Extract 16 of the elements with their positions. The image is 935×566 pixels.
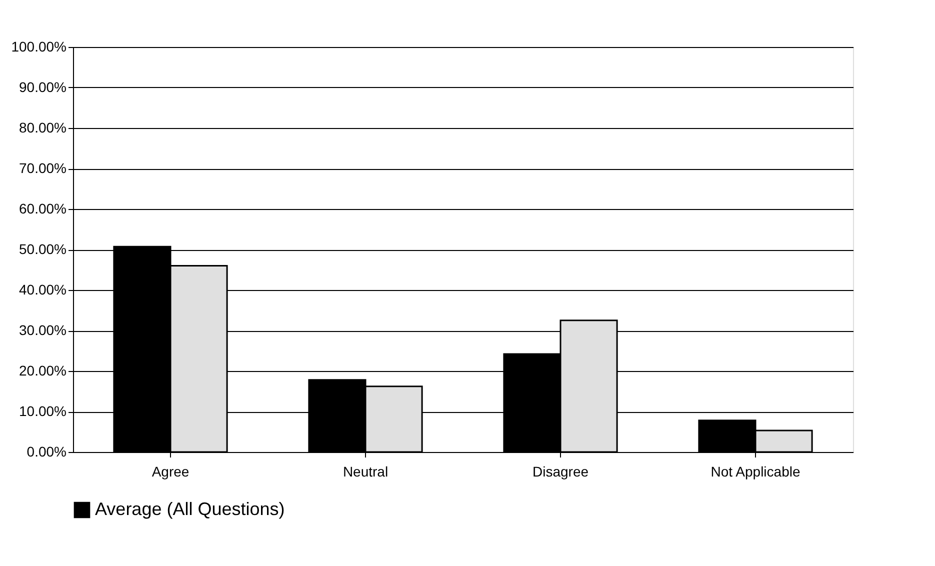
legend-label: Average (All Questions) — [95, 499, 285, 519]
x-tick-label: Agree — [152, 464, 190, 480]
x-tick-label: Neutral — [342, 464, 388, 480]
y-tick-label: 80.00% — [19, 120, 66, 136]
y-tick-label: 40.00% — [19, 282, 66, 298]
y-tick-label: 90.00% — [19, 79, 66, 95]
y-tick-label: 30.00% — [19, 322, 66, 338]
x-tick-label: Disagree — [532, 464, 589, 480]
y-tick-label: 60.00% — [19, 200, 66, 216]
y-tick-label: 0.00% — [26, 444, 66, 460]
y-tick-label: 100.00% — [11, 38, 66, 54]
y-tick-label: 70.00% — [19, 160, 66, 176]
y-tick-label: 50.00% — [19, 241, 66, 257]
x-tick-label: Not Applicable — [710, 464, 800, 480]
y-tick-label: 10.00% — [19, 403, 66, 419]
y-tick-label: 20.00% — [19, 362, 66, 378]
